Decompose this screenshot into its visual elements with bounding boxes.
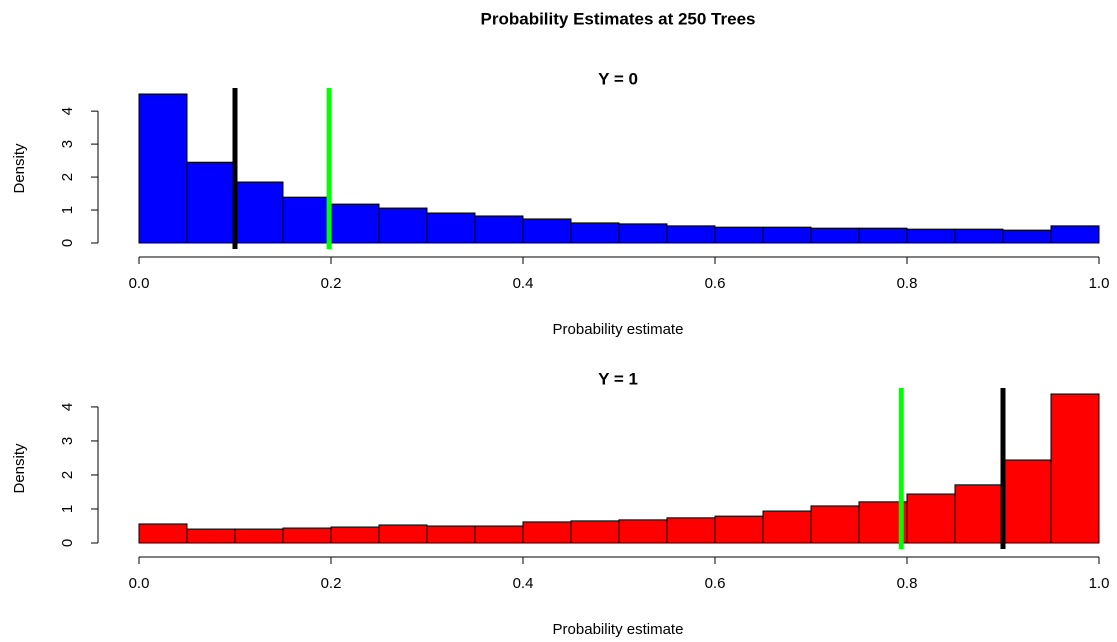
bar	[810, 227, 860, 244]
x-tick-label: 0.4	[513, 275, 534, 292]
bar	[330, 526, 380, 544]
bar	[954, 228, 1004, 244]
y-tick-label: 4	[59, 107, 76, 115]
y-tick-label: 2	[59, 173, 76, 181]
bar	[858, 227, 908, 244]
x-tick-label: 0.2	[321, 275, 342, 292]
x-tick-label: 0.0	[129, 575, 150, 592]
bar	[330, 203, 380, 244]
y-tick-label: 4	[59, 403, 76, 411]
bar	[426, 212, 476, 244]
figure-title: Probability Estimates at 250 Trees	[481, 9, 756, 28]
bar	[906, 493, 956, 544]
x-axis-label: Probability estimate	[553, 321, 684, 338]
bar	[810, 505, 860, 544]
bar	[570, 520, 620, 544]
bar	[954, 484, 1004, 544]
x-tick-label: 0.8	[897, 575, 918, 592]
bar	[714, 226, 764, 244]
y-tick-label: 1	[59, 206, 76, 214]
bar	[1002, 459, 1052, 544]
bar	[474, 215, 524, 244]
bar	[522, 218, 572, 244]
x-tick-label: 1.0	[1089, 575, 1110, 592]
x-axis-label: Probability estimate	[553, 621, 684, 638]
bar	[426, 525, 476, 544]
bar	[906, 228, 956, 244]
bar	[762, 226, 812, 244]
panel-title: Y = 1	[598, 369, 638, 388]
y-axis-label: Density	[11, 443, 28, 494]
bar	[186, 528, 236, 544]
bar	[1002, 229, 1052, 244]
bar	[1050, 225, 1100, 244]
bar	[378, 524, 428, 544]
y-axis-label: Density	[11, 143, 28, 194]
x-tick-label: 1.0	[1089, 275, 1110, 292]
bar	[474, 525, 524, 544]
bar	[138, 93, 188, 244]
y-tick-label: 0	[59, 239, 76, 247]
panel-title: Y = 0	[598, 69, 638, 88]
y-tick-label: 3	[59, 140, 76, 148]
bar	[282, 196, 332, 244]
x-tick-label: 0.4	[513, 575, 534, 592]
bar	[522, 521, 572, 544]
y-tick-label: 0	[59, 539, 76, 547]
x-tick-label: 0.8	[897, 275, 918, 292]
bar	[618, 519, 668, 544]
bar	[1050, 393, 1100, 544]
x-tick-label: 0.0	[129, 275, 150, 292]
bar	[282, 527, 332, 544]
bar	[186, 161, 236, 244]
bar	[666, 517, 716, 544]
y-tick-label: 3	[59, 437, 76, 445]
y-tick-label: 1	[59, 505, 76, 513]
bar	[378, 207, 428, 244]
y-tick-label: 2	[59, 471, 76, 479]
bar	[762, 510, 812, 544]
x-tick-label: 0.6	[705, 275, 726, 292]
bar	[618, 223, 668, 244]
bar	[234, 528, 284, 544]
bar	[234, 181, 284, 244]
x-tick-label: 0.6	[705, 575, 726, 592]
x-tick-label: 0.2	[321, 575, 342, 592]
bar	[714, 515, 764, 544]
bar	[666, 225, 716, 244]
bar	[570, 222, 620, 244]
bar	[138, 523, 188, 544]
